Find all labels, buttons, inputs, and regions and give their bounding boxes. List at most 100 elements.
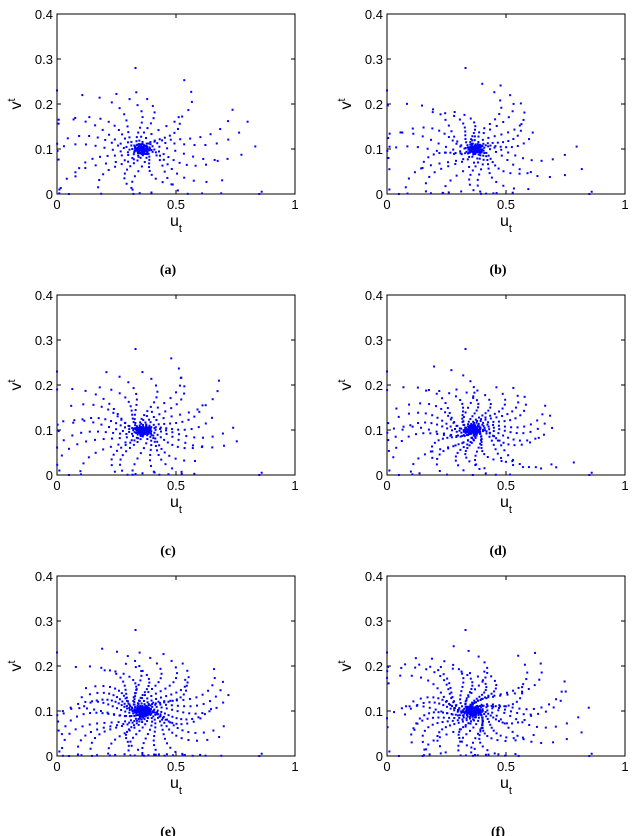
x-axis-label-subscript: t	[179, 504, 182, 516]
data-point	[176, 727, 179, 730]
data-point	[481, 163, 484, 166]
data-point	[142, 145, 145, 148]
data-point	[485, 430, 488, 433]
data-point	[469, 722, 472, 725]
data-point	[127, 160, 130, 163]
data-point	[139, 430, 142, 433]
data-point	[163, 136, 166, 139]
data-point	[481, 82, 484, 85]
data-point	[134, 708, 137, 711]
data-point	[466, 710, 469, 713]
data-point	[484, 412, 487, 415]
data-point	[431, 127, 434, 130]
data-point	[402, 386, 405, 389]
data-point	[113, 154, 116, 157]
data-point	[492, 192, 495, 195]
data-point	[129, 740, 132, 743]
data-point	[469, 720, 472, 723]
data-point	[117, 689, 120, 692]
data-point	[204, 144, 207, 147]
x-tick-label: 1	[621, 197, 628, 212]
y-tick-label: 0.3	[35, 614, 53, 629]
data-point	[479, 154, 482, 157]
data-point	[446, 436, 449, 439]
data-point	[100, 192, 103, 195]
data-point	[428, 403, 431, 406]
data-point	[194, 731, 197, 734]
data-point	[121, 429, 124, 432]
data-point	[487, 154, 490, 157]
data-point	[183, 754, 186, 757]
data-point	[140, 422, 143, 425]
data-point	[452, 701, 455, 704]
data-point	[476, 157, 479, 160]
data-point	[150, 191, 153, 194]
data-point	[156, 449, 159, 452]
data-point	[498, 113, 501, 116]
data-point	[540, 159, 543, 162]
data-point	[109, 725, 112, 728]
data-point	[141, 472, 144, 475]
data-point	[142, 143, 145, 146]
data-point	[395, 146, 398, 149]
data-point	[495, 416, 498, 419]
data-point	[166, 147, 169, 150]
data-point	[461, 718, 464, 721]
data-point	[470, 422, 473, 425]
data-point	[174, 149, 177, 152]
y-tick-label: 0.1	[365, 142, 383, 157]
data-point	[412, 727, 415, 730]
data-point	[500, 456, 503, 459]
data-point	[489, 402, 492, 405]
data-point	[456, 434, 459, 437]
data-point	[476, 184, 479, 187]
data-point	[477, 147, 480, 150]
data-point	[141, 746, 144, 749]
data-point	[489, 148, 492, 151]
data-point	[437, 439, 440, 442]
y-tick-label: 0.4	[365, 288, 383, 303]
data-point	[512, 102, 515, 105]
data-point	[185, 684, 188, 687]
data-point	[139, 711, 142, 714]
data-point	[231, 108, 234, 111]
data-point	[507, 131, 510, 134]
data-point	[132, 192, 135, 195]
data-point	[67, 447, 70, 450]
data-point	[460, 431, 463, 434]
y-tick-label: 0.2	[365, 659, 383, 674]
data-point	[159, 714, 162, 717]
data-point	[134, 705, 137, 708]
data-point	[494, 687, 497, 690]
data-point	[480, 711, 483, 714]
data-point	[69, 719, 72, 722]
data-point	[509, 94, 512, 97]
data-point	[137, 426, 140, 429]
data-point	[151, 703, 154, 706]
data-point	[154, 713, 157, 716]
data-point	[416, 386, 419, 389]
data-point	[431, 716, 434, 719]
data-point	[587, 706, 590, 709]
data-point	[478, 737, 481, 740]
data-point	[145, 415, 148, 418]
data-point	[447, 124, 450, 127]
data-point	[149, 141, 152, 144]
data-point	[139, 431, 142, 434]
data-point	[504, 398, 507, 401]
data-point	[143, 718, 146, 721]
data-point	[429, 138, 432, 141]
data-point	[484, 711, 487, 714]
data-point	[480, 726, 483, 729]
data-point	[132, 158, 135, 161]
data-point	[72, 421, 75, 424]
data-point	[467, 425, 470, 428]
data-point	[480, 440, 483, 443]
data-point	[460, 144, 463, 147]
data-point	[517, 401, 520, 404]
data-point	[428, 753, 431, 756]
data-point	[133, 711, 136, 714]
data-point	[464, 710, 467, 713]
y-tick-label: 0	[46, 749, 53, 764]
data-point	[503, 722, 506, 725]
